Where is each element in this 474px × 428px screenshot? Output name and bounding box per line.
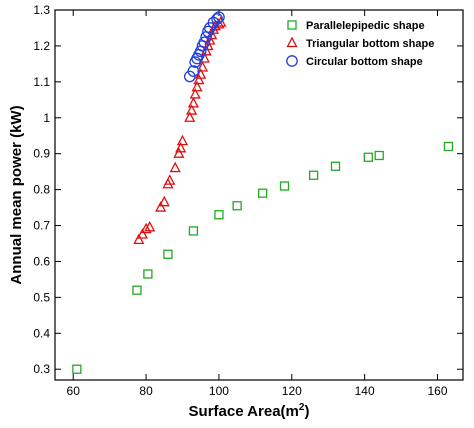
plot-frame	[54, 9, 464, 381]
y-tick-label: 0.3	[33, 362, 50, 376]
x-tick-label: 120	[282, 384, 302, 398]
data-point-triangle	[162, 177, 174, 189]
legend-marker-square	[287, 20, 297, 30]
data-point-triangle	[202, 39, 214, 51]
data-point-square	[363, 152, 373, 162]
data-point-circle	[187, 65, 200, 77]
y-tick-label: 1	[43, 111, 50, 125]
data-point-triangle	[189, 88, 201, 99]
data-point-triangle	[191, 80, 203, 92]
data-point-square	[279, 181, 290, 191]
legend-label: Parallelepipedic shape	[306, 20, 425, 32]
legend: Parallelepipedic shape Triangular bottom …	[286, 20, 434, 68]
data-point-triangle	[140, 222, 152, 234]
legend-label: Triangular bottom shape	[306, 38, 434, 50]
data-point-triangle	[193, 73, 205, 85]
data-point-square	[330, 161, 341, 171]
x-tick-label: 80	[139, 384, 153, 398]
data-point-triangle	[175, 141, 187, 153]
data-point-square	[257, 188, 268, 198]
data-point-square	[163, 249, 173, 259]
series-circle	[183, 11, 225, 83]
legend-marker-circle	[286, 55, 298, 67]
data-point-triangle	[173, 147, 185, 158]
legend-marker-triangle	[286, 36, 298, 48]
data-point-square	[443, 141, 454, 152]
data-point-triangle	[155, 201, 167, 212]
data-point-triangle	[158, 195, 170, 207]
data-point-circle	[198, 36, 211, 49]
data-point-circle	[213, 11, 225, 24]
y-tick-label: 0.6	[33, 254, 50, 268]
x-tick-label: 140	[355, 384, 375, 398]
data-point-triangle	[176, 134, 189, 146]
x-tick-label: 60	[67, 384, 81, 398]
data-point-square	[214, 210, 224, 220]
data-point-triangle	[184, 111, 196, 122]
x-axis-title: Surface Area(m2)	[189, 402, 310, 420]
data-point-square	[308, 170, 319, 180]
legend-label: Circular bottom shape	[306, 56, 423, 68]
data-point-triangle	[133, 233, 145, 245]
data-point-triangle	[136, 228, 149, 239]
data-point-triangle	[164, 174, 176, 185]
axis-ticks: 60 80 100 120 140 160 0.3 0.4 0.5 0.6 0.7 0.8 0.9 1 1.…	[33, 3, 463, 398]
y-axis-title: Annual mean power (kW)	[8, 105, 25, 284]
data-point-triangle	[186, 104, 198, 115]
y-tick-label: 1.3	[33, 3, 50, 17]
data-point-triangle	[144, 220, 156, 232]
data-point-triangle	[196, 61, 209, 72]
y-tick-label: 0.9	[33, 147, 50, 161]
y-tick-label: 1.2	[33, 39, 50, 53]
data-point-triangle	[187, 97, 200, 108]
data-point-square	[72, 364, 82, 374]
data-point-square	[143, 269, 153, 279]
series-square	[72, 141, 454, 374]
x-tick-label: 100	[209, 384, 229, 398]
y-tick-label: 1.1	[33, 75, 50, 89]
y-tick-label: 0.7	[33, 219, 50, 233]
data-point-triangle	[169, 161, 181, 173]
y-tick-label: 0.8	[33, 183, 50, 197]
data-markers	[72, 11, 454, 374]
data-point-square	[188, 226, 199, 236]
data-point-circle	[211, 13, 223, 25]
series-triangle	[133, 16, 227, 245]
data-point-square	[132, 285, 142, 295]
y-tick-label: 0.5	[33, 290, 50, 304]
x-tick-label: 160	[427, 384, 447, 398]
data-point-square	[232, 201, 242, 211]
y-tick-label: 0.4	[33, 326, 50, 340]
data-point-square	[374, 150, 384, 161]
